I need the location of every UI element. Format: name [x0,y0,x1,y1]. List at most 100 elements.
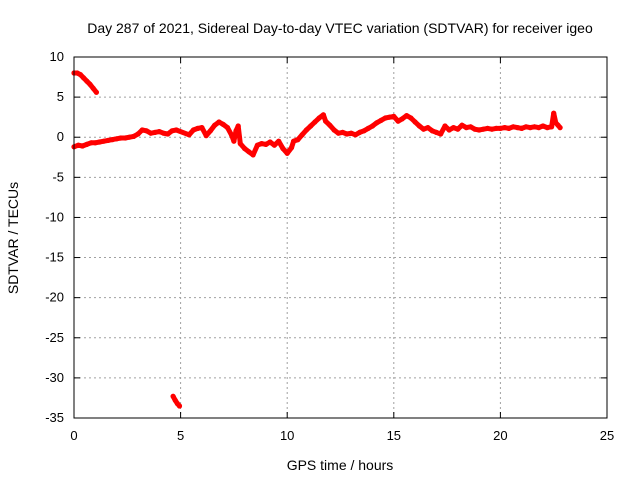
data-point [514,125,521,131]
chart-title: Day 287 of 2021, Sidereal Day-to-day VTE… [87,20,593,36]
data-point [224,125,231,131]
data-point [267,139,273,145]
data-point [442,123,448,129]
x-tick-label: 25 [600,428,614,443]
data-point [344,131,350,137]
data-point [468,124,474,130]
data-point [169,128,175,134]
data-point [459,122,465,128]
data-point [101,138,107,144]
data-point [97,139,103,145]
data-point [502,125,508,131]
data-point [139,127,145,133]
y-tick-label: -30 [45,370,64,385]
data-point [143,128,150,134]
data-point [408,115,414,121]
data-point [378,117,384,123]
x-tick-label: 5 [177,428,184,443]
data-point [176,403,183,409]
data-point [519,125,525,131]
data-point [229,133,235,139]
data-point [361,128,367,134]
data-point [450,125,457,131]
data-point [186,132,192,138]
data-point [170,393,176,399]
data-point [357,129,363,135]
data-point [455,126,461,132]
data-point [235,123,241,129]
data-point [148,130,154,136]
data-point [438,131,444,137]
data-point [190,127,196,133]
grid [74,57,607,418]
data-point [472,126,478,132]
data-point [463,125,469,131]
data-point [544,125,550,131]
data-point [220,121,226,127]
data-point [284,150,290,156]
data-point [331,127,337,133]
data-point [280,145,286,152]
data-point [126,134,132,140]
data-point [254,142,260,148]
series-low-outlier [170,393,183,409]
data-point [551,110,557,116]
data-point [203,133,209,139]
series-early-high [71,70,99,95]
data-point [308,123,314,129]
y-axis-title: SDTVAR / TECUs [5,182,21,294]
data-point [122,135,128,141]
data-point [480,126,486,132]
data-point [340,129,346,135]
data-point [557,125,563,131]
data-point [250,152,256,158]
data-point [312,119,318,125]
data-point [173,127,179,133]
data-point [303,127,309,133]
x-tick-label: 20 [493,428,507,443]
data-point [493,125,499,131]
data-point [114,136,120,142]
data-point [259,141,265,147]
data-point [295,137,301,143]
data-layer [71,70,563,409]
data-point [510,124,516,130]
y-tick-label: -20 [45,290,64,305]
data-point [90,85,96,91]
data-point [271,142,277,148]
ticks: 0 5 10 15 20 25 10 5 0 -5 -10 -15 -20 -25 -30 -35 [45,49,614,443]
data-point [316,115,322,121]
data-point [404,113,410,119]
data-point [416,123,422,129]
data-point [77,72,83,78]
data-point [327,122,333,128]
data-point [429,128,435,134]
data-point [549,124,555,130]
data-point [369,123,376,129]
data-point [291,138,297,144]
y-tick-label: -10 [45,209,64,224]
y-tick-label: -5 [52,169,64,184]
y-tick-label: -25 [45,330,64,345]
y-tick-label: 0 [57,129,64,144]
data-point [156,129,162,135]
data-point [84,141,90,147]
data-point [489,126,495,132]
data-point [497,125,503,131]
data-point [152,129,158,135]
data-point [425,125,431,131]
data-point [323,118,329,124]
data-point [105,137,111,143]
data-point [421,126,427,132]
data-point [93,89,99,95]
data-point [88,140,94,146]
y-tick-label: 5 [57,89,64,104]
data-point [412,119,418,125]
data-point [374,120,380,126]
data-point [399,116,405,122]
data-point [263,141,269,147]
y-tick-label: -35 [45,410,64,425]
data-point [506,125,512,131]
data-point [352,132,358,138]
